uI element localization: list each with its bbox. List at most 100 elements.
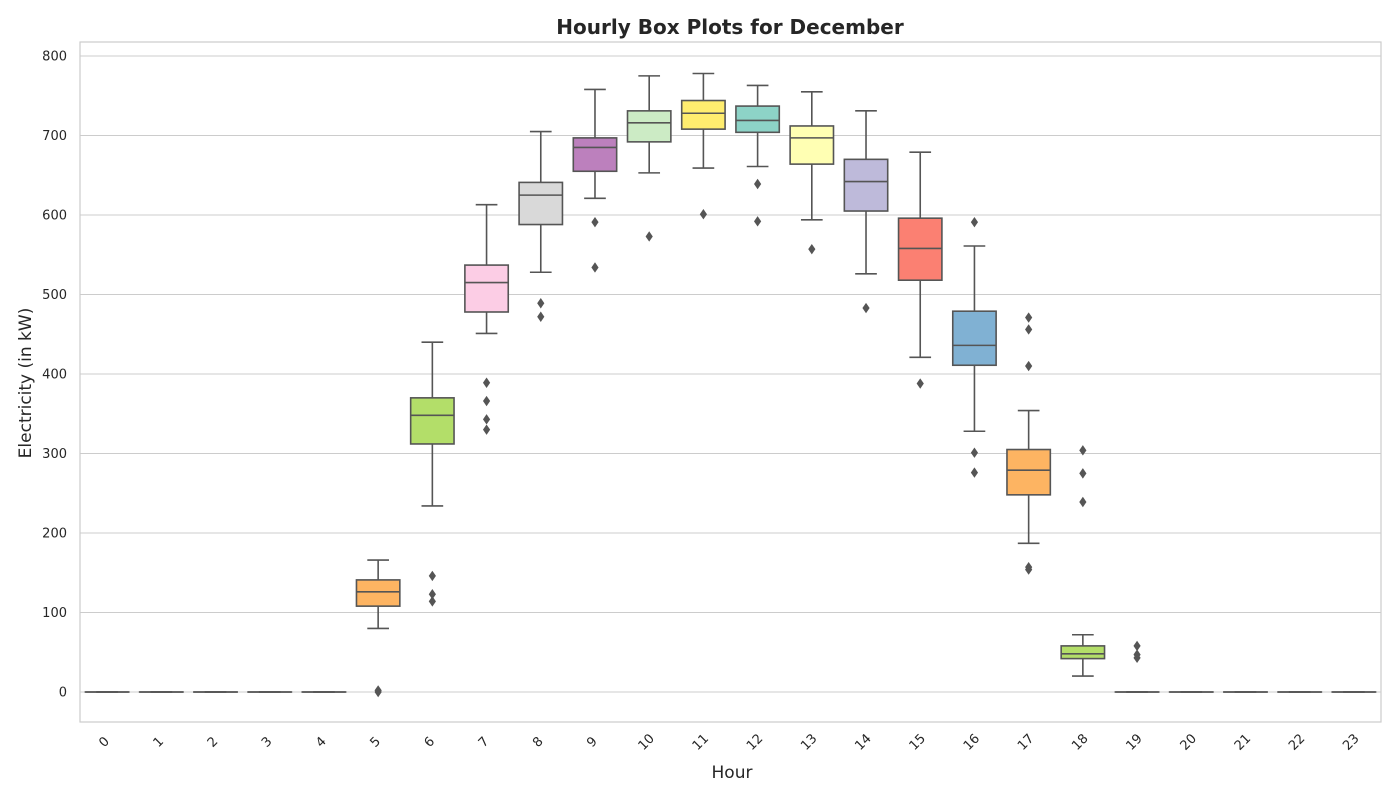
y-tick-label: 400 xyxy=(42,368,67,383)
y-tick-label: 800 xyxy=(42,50,67,65)
outlier-point xyxy=(754,216,762,227)
box-iqr xyxy=(409,397,455,445)
box-iqr xyxy=(1006,448,1052,496)
outlier-point xyxy=(1133,640,1141,652)
x-tick-label: 8 xyxy=(530,734,546,750)
box-hour-9 xyxy=(572,88,618,273)
outlier-point xyxy=(428,596,436,607)
outlier-point xyxy=(645,231,653,242)
box-hour-6 xyxy=(409,341,455,607)
x-tick-label: 12 xyxy=(744,731,766,753)
x-tick-label: 13 xyxy=(798,731,820,753)
outlier-point xyxy=(970,467,979,478)
x-tick-label: 3 xyxy=(259,734,275,750)
outlier-point xyxy=(482,424,491,435)
x-tick-label: 17 xyxy=(1015,731,1037,753)
box-hour-14 xyxy=(843,110,889,314)
outlier-point xyxy=(591,216,599,228)
box-iqr xyxy=(680,99,726,130)
box-iqr xyxy=(572,137,618,173)
x-tick-label: 20 xyxy=(1178,731,1200,753)
box-iqr xyxy=(1060,645,1106,660)
box-iqr xyxy=(626,110,672,143)
y-tick-label: 0 xyxy=(59,686,67,701)
outlier-point xyxy=(591,262,599,273)
grid-layer xyxy=(80,55,1381,693)
box-hour-5 xyxy=(355,559,401,698)
outlier-point xyxy=(1079,445,1087,456)
x-tick-label: 9 xyxy=(584,734,600,750)
outlier-point xyxy=(1025,360,1033,372)
outlier-point xyxy=(537,311,545,322)
x-tick-label: 2 xyxy=(205,734,221,750)
x-tick-label: 1 xyxy=(151,734,167,750)
x-tick-label: 21 xyxy=(1232,731,1254,753)
y-tick-label: 600 xyxy=(42,209,67,224)
x-tick-label: 4 xyxy=(313,734,329,750)
box-hour-16 xyxy=(951,216,997,478)
y-tick-label: 700 xyxy=(42,129,67,144)
box-hour-11 xyxy=(680,72,726,220)
x-tick-label: 6 xyxy=(422,734,438,750)
outlier-point xyxy=(1133,652,1141,664)
box-iqr xyxy=(355,579,401,607)
x-tick-label: 11 xyxy=(690,731,712,753)
x-axis-label: Hour xyxy=(712,763,753,783)
box-iqr xyxy=(789,125,835,165)
x-tick-label: 16 xyxy=(961,731,983,753)
y-tick-label: 500 xyxy=(42,288,67,303)
x-tick-label: 7 xyxy=(476,734,492,750)
x-tick-label: 22 xyxy=(1286,731,1308,753)
x-tick-labels: 0 1 2 3 4 5 6 7 8 9 10 11 12 13 14 15 16 17 18 19 20 21 22 23 xyxy=(96,731,1362,753)
outlier-point xyxy=(537,298,545,309)
chart-title: Hourly Box Plots for December xyxy=(556,15,904,39)
outlier-point xyxy=(970,447,979,458)
outlier-point xyxy=(428,570,436,582)
box-hour-18 xyxy=(1060,445,1106,677)
box-hour-10 xyxy=(626,75,672,242)
box-hour-12 xyxy=(735,84,781,227)
x-tick-label: 23 xyxy=(1340,731,1362,753)
outlier-point xyxy=(482,377,491,388)
outlier-point xyxy=(862,302,870,314)
outlier-point xyxy=(1079,496,1087,508)
box-hour-15 xyxy=(897,151,943,389)
box-iqr xyxy=(518,181,564,226)
y-tick-label: 200 xyxy=(42,527,67,542)
x-tick-label: 18 xyxy=(1069,731,1091,753)
outlier-point xyxy=(1079,468,1087,479)
box-hour-8 xyxy=(518,130,564,322)
outlier-point xyxy=(808,243,816,255)
y-tick-label: 300 xyxy=(42,447,67,462)
outlier-point xyxy=(428,589,436,600)
x-tick-label: 0 xyxy=(96,734,112,750)
x-tick-label: 19 xyxy=(1123,731,1145,753)
box-hour-7 xyxy=(464,203,510,435)
y-axis-label: Electricity (in kW) xyxy=(16,308,36,459)
box-iqr xyxy=(735,105,781,134)
outlier-point xyxy=(754,178,762,190)
outlier-point xyxy=(374,685,382,696)
outlier-point xyxy=(1025,324,1033,335)
x-tick-label: 15 xyxy=(907,731,929,753)
x-tick-label: 14 xyxy=(852,731,874,753)
outlier-point xyxy=(970,216,979,228)
box-iqr xyxy=(951,310,997,367)
box-hour-13 xyxy=(789,90,835,255)
x-tick-label: 5 xyxy=(367,734,383,750)
box-iqr xyxy=(843,158,889,212)
x-tick-label: 10 xyxy=(636,731,658,753)
y-tick-label: 100 xyxy=(42,606,67,621)
box-hour-19 xyxy=(1114,640,1160,693)
box-hour-17 xyxy=(1006,312,1052,575)
y-tick-labels: 0 100 200 300 400 500 600 700 800 xyxy=(42,50,67,701)
box-iqr xyxy=(464,264,510,313)
outlier-point xyxy=(1025,312,1033,323)
outlier-point xyxy=(1025,564,1033,575)
outlier-point xyxy=(482,395,491,407)
plot-frame xyxy=(79,41,1382,723)
outlier-point xyxy=(699,209,707,220)
outlier-point xyxy=(482,414,491,425)
boxes xyxy=(84,72,1377,698)
